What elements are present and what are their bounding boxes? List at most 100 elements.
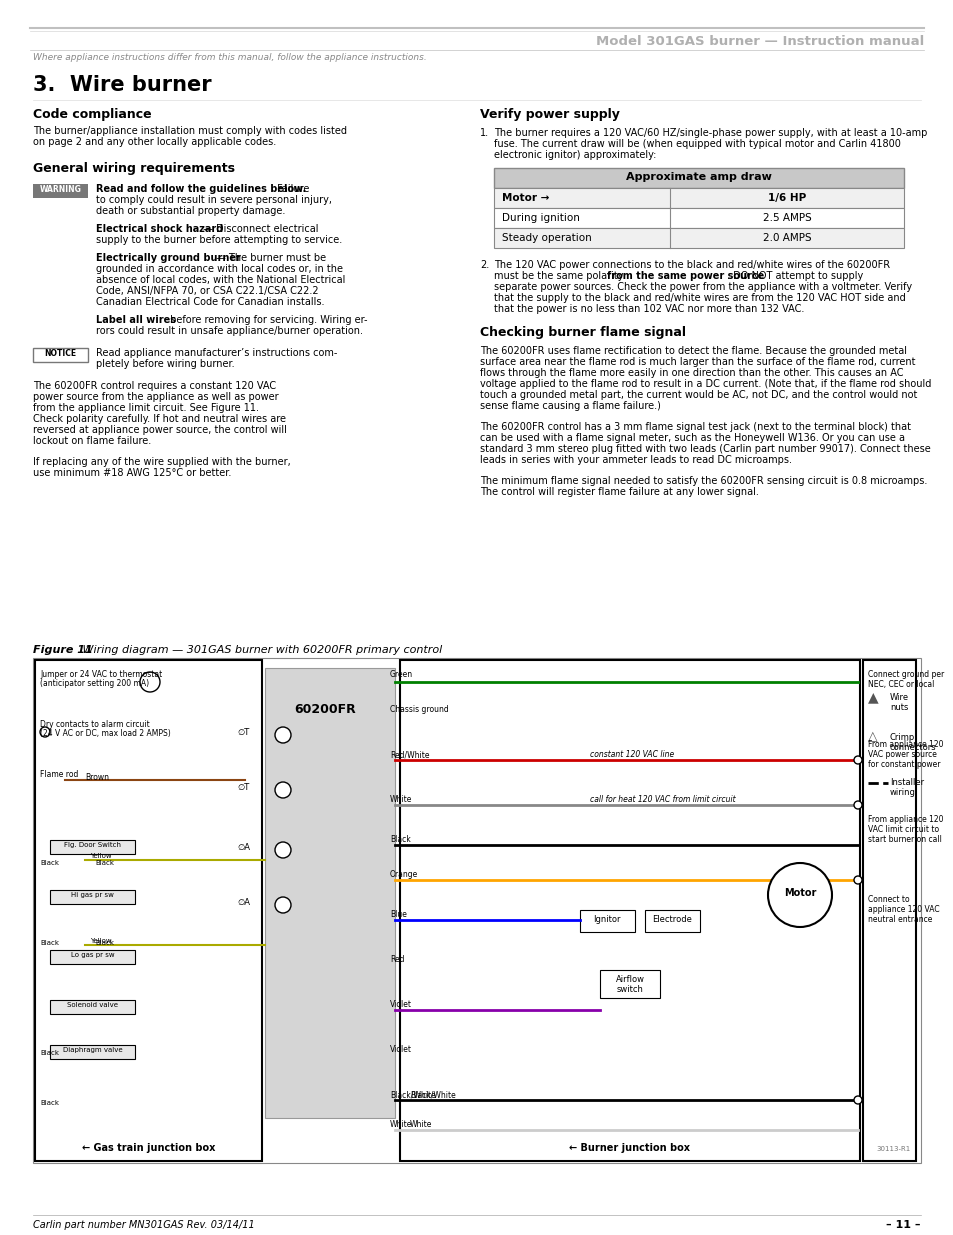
Circle shape bbox=[853, 1095, 862, 1104]
Text: Crimp: Crimp bbox=[889, 734, 914, 742]
Text: Read appliance manufacturer’s instructions com-: Read appliance manufacturer’s instructio… bbox=[96, 348, 337, 358]
Text: absence of local codes, with the National Electrical: absence of local codes, with the Nationa… bbox=[96, 275, 345, 285]
Bar bbox=[399, 659, 859, 1161]
Text: 1.: 1. bbox=[479, 128, 489, 138]
Text: Checking burner flame signal: Checking burner flame signal bbox=[479, 326, 685, 338]
Bar bbox=[494, 228, 903, 248]
Text: Violet: Violet bbox=[390, 1045, 412, 1053]
Text: ∅T: ∅T bbox=[237, 727, 250, 737]
Text: Model 301GAS burner — Instruction manual: Model 301GAS burner — Instruction manual bbox=[595, 35, 923, 48]
Text: death or substantial property damage.: death or substantial property damage. bbox=[96, 206, 285, 216]
Text: Green: Green bbox=[390, 671, 413, 679]
Text: Black: Black bbox=[95, 860, 113, 866]
Text: Electrically ground burner: Electrically ground burner bbox=[96, 253, 240, 263]
Text: appliance 120 VAC: appliance 120 VAC bbox=[867, 905, 939, 914]
Text: The 60200FR control has a 3 mm flame signal test jack (next to the terminal bloc: The 60200FR control has a 3 mm flame sig… bbox=[479, 422, 910, 432]
Text: Steady operation: Steady operation bbox=[501, 233, 591, 243]
Text: Red: Red bbox=[390, 955, 404, 965]
Text: call for heat 120 VAC from limit circuit: call for heat 120 VAC from limit circuit bbox=[589, 795, 735, 804]
Text: Code compliance: Code compliance bbox=[33, 107, 152, 121]
Text: Code, ANSI/NFPA 70, or CSA C22.1/CSA C22.2: Code, ANSI/NFPA 70, or CSA C22.1/CSA C22… bbox=[96, 287, 318, 296]
Circle shape bbox=[853, 802, 862, 809]
Text: Read and follow the guidelines below.: Read and follow the guidelines below. bbox=[96, 184, 306, 194]
Bar bbox=[494, 168, 903, 188]
Text: Failure: Failure bbox=[274, 184, 309, 194]
Text: Orange: Orange bbox=[390, 869, 417, 879]
Bar bbox=[33, 658, 920, 1163]
Text: leads in series with your ammeter leads to read DC microamps.: leads in series with your ammeter leads … bbox=[479, 454, 791, 466]
Text: Violet: Violet bbox=[390, 1000, 412, 1009]
Bar bbox=[494, 207, 903, 228]
Text: WARNING: WARNING bbox=[39, 185, 81, 194]
Text: Connect to: Connect to bbox=[867, 895, 908, 904]
Text: (anticipator setting 200 mA): (anticipator setting 200 mA) bbox=[40, 679, 149, 688]
Text: Yellow: Yellow bbox=[90, 853, 112, 860]
Text: Canadian Electrical Code for Canadian installs.: Canadian Electrical Code for Canadian in… bbox=[96, 296, 324, 308]
Text: If replacing any of the wire supplied with the burner,: If replacing any of the wire supplied wi… bbox=[33, 457, 291, 467]
Text: Dry contacts to alarm circuit: Dry contacts to alarm circuit bbox=[40, 720, 150, 729]
Bar bbox=[599, 969, 659, 998]
Circle shape bbox=[853, 756, 862, 764]
Text: Motor →: Motor → bbox=[501, 193, 549, 203]
Text: start burner on call: start burner on call bbox=[867, 835, 941, 844]
Text: White: White bbox=[410, 1120, 432, 1129]
Text: standard 3 mm stereo plug fitted with two leads (Carlin part number 99017). Conn: standard 3 mm stereo plug fitted with tw… bbox=[479, 445, 930, 454]
Text: Yellow: Yellow bbox=[90, 939, 112, 944]
Bar bbox=[644, 910, 700, 932]
Text: ∅T: ∅T bbox=[237, 783, 250, 792]
Text: neutral entrance: neutral entrance bbox=[867, 915, 931, 924]
Text: Red/White: Red/White bbox=[390, 750, 429, 760]
Text: Airflow: Airflow bbox=[615, 974, 644, 984]
Text: Installer: Installer bbox=[889, 778, 923, 787]
Text: 3.  Wire burner: 3. Wire burner bbox=[33, 75, 212, 95]
Text: 2.0 AMPS: 2.0 AMPS bbox=[762, 233, 811, 243]
Text: Electrical shock hazard: Electrical shock hazard bbox=[96, 224, 223, 233]
Text: Chassis ground: Chassis ground bbox=[390, 705, 448, 714]
Text: constant 120 VAC line: constant 120 VAC line bbox=[589, 750, 674, 760]
Text: on page 2 and any other locally applicable codes.: on page 2 and any other locally applicab… bbox=[33, 137, 276, 147]
Text: Brown: Brown bbox=[85, 773, 109, 782]
Text: flows through the flame more easily in one direction than the other. This causes: flows through the flame more easily in o… bbox=[479, 368, 902, 378]
Bar bbox=[33, 348, 88, 362]
Text: Black: Black bbox=[390, 835, 411, 844]
Text: Black: Black bbox=[40, 940, 59, 946]
Circle shape bbox=[767, 863, 831, 927]
Text: switch: switch bbox=[616, 986, 642, 994]
Text: △: △ bbox=[867, 730, 877, 743]
Text: to comply could result in severe personal injury,: to comply could result in severe persona… bbox=[96, 195, 332, 205]
Text: The minimum flame signal needed to satisfy the 60200FR sensing circuit is 0.8 mi: The minimum flame signal needed to satis… bbox=[479, 475, 926, 487]
Bar bbox=[50, 840, 135, 853]
Circle shape bbox=[40, 727, 50, 737]
Bar bbox=[265, 668, 395, 1118]
Text: ∅A: ∅A bbox=[236, 898, 250, 906]
Text: The 60200FR uses flame rectification to detect the flame. Because the grounded m: The 60200FR uses flame rectification to … bbox=[479, 346, 906, 356]
Text: lockout on flame failure.: lockout on flame failure. bbox=[33, 436, 152, 446]
Bar bbox=[35, 659, 262, 1161]
Text: NEC, CEC or local: NEC, CEC or local bbox=[867, 680, 933, 689]
Text: Carlin part number MN301GAS Rev. 03/14/11: Carlin part number MN301GAS Rev. 03/14/1… bbox=[33, 1220, 254, 1230]
Text: The 60200FR control requires a constant 120 VAC: The 60200FR control requires a constant … bbox=[33, 382, 275, 391]
Text: reversed at appliance power source, the control will: reversed at appliance power source, the … bbox=[33, 425, 287, 435]
Circle shape bbox=[274, 727, 291, 743]
Text: The burner requires a 120 VAC/60 HZ/single-phase power supply, with at least a 1: The burner requires a 120 VAC/60 HZ/sing… bbox=[494, 128, 926, 138]
Text: wiring: wiring bbox=[889, 788, 915, 797]
Text: Ignitor: Ignitor bbox=[593, 915, 620, 924]
Text: from the same power source: from the same power source bbox=[606, 270, 763, 282]
Text: that the supply to the black and red/white wires are from the 120 VAC HOT side a: that the supply to the black and red/whi… bbox=[494, 293, 904, 303]
Text: Wire: Wire bbox=[889, 693, 908, 701]
Text: Solenoid valve: Solenoid valve bbox=[67, 1002, 118, 1008]
Text: From appliance 120: From appliance 120 bbox=[867, 740, 943, 748]
Text: VAC limit circuit to: VAC limit circuit to bbox=[867, 825, 938, 834]
Circle shape bbox=[853, 876, 862, 884]
Text: Check polarity carefully. If hot and neutral wires are: Check polarity carefully. If hot and neu… bbox=[33, 414, 286, 424]
Text: Flg. Door Switch: Flg. Door Switch bbox=[64, 842, 121, 848]
Bar bbox=[50, 1045, 135, 1058]
Text: grounded in accordance with local codes or, in the: grounded in accordance with local codes … bbox=[96, 264, 343, 274]
Text: that the power is no less than 102 VAC nor more than 132 VAC.: that the power is no less than 102 VAC n… bbox=[494, 304, 803, 314]
Text: The 120 VAC power connections to the black and red/white wires of the 60200FR: The 120 VAC power connections to the bla… bbox=[494, 261, 889, 270]
Text: White: White bbox=[390, 1120, 412, 1129]
Text: — Disconnect electrical: — Disconnect electrical bbox=[200, 224, 318, 233]
Text: VAC power source: VAC power source bbox=[867, 750, 936, 760]
Text: (24 V AC or DC, max load 2 AMPS): (24 V AC or DC, max load 2 AMPS) bbox=[40, 729, 171, 739]
Text: Black: Black bbox=[40, 860, 59, 866]
